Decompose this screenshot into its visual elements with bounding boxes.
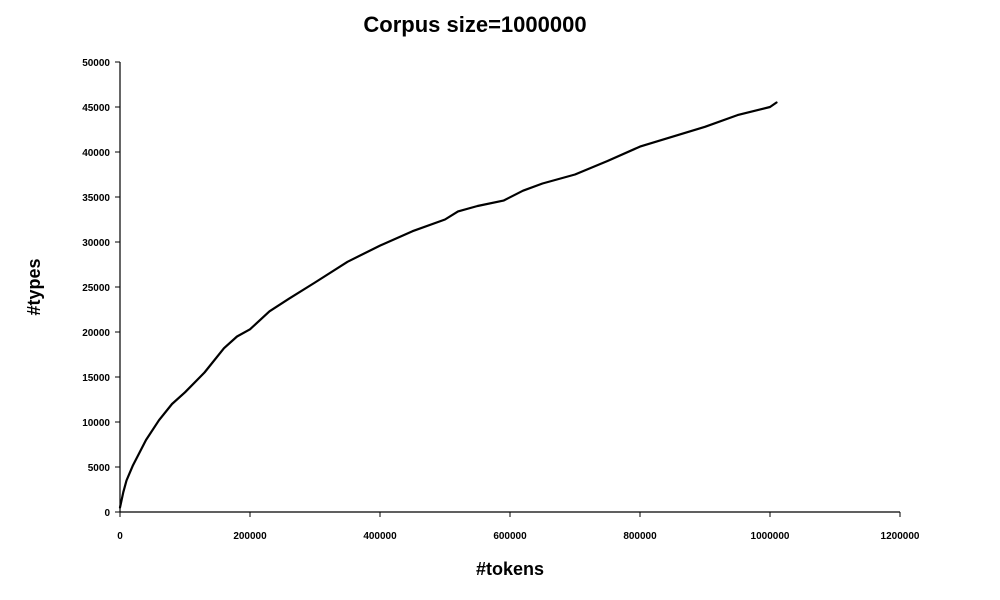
- y-tick-label: 25000: [82, 283, 110, 294]
- y-tick-label: 20000: [82, 328, 110, 339]
- x-tick-label: 200000: [233, 531, 267, 542]
- chart-title: Corpus size=1000000: [363, 12, 587, 37]
- x-tick-label: 1200000: [881, 531, 920, 542]
- y-tick-label: 30000: [82, 238, 110, 249]
- x-tick-label: 600000: [493, 531, 527, 542]
- x-tick-label: 1000000: [751, 531, 790, 542]
- y-tick-label: 5000: [88, 463, 111, 474]
- y-tick-label: 15000: [82, 373, 110, 384]
- y-axis-title: #types: [24, 258, 44, 315]
- y-tick-label: 10000: [82, 418, 110, 429]
- y-tick-label: 50000: [82, 58, 110, 69]
- y-tick-label: 0: [104, 508, 110, 519]
- series-line: [118, 101, 778, 509]
- x-tick-label: 800000: [623, 531, 657, 542]
- x-axis-title: #tokens: [476, 559, 544, 579]
- y-tick-label: 40000: [82, 148, 110, 159]
- y-tick-label: 35000: [82, 193, 110, 204]
- x-tick-label: 0: [117, 531, 123, 542]
- y-tick-label: 45000: [82, 103, 110, 114]
- x-tick-label: 400000: [363, 531, 397, 542]
